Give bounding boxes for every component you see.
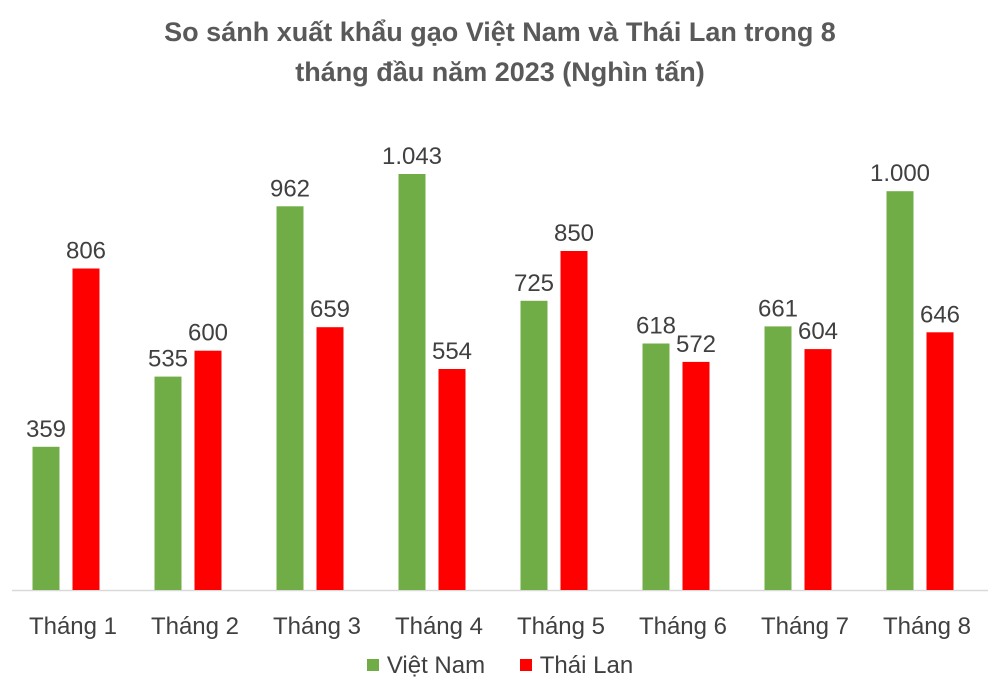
data-label-viet-nam-thang-4: 1.043: [382, 143, 442, 170]
data-label-thai-lan-thang-8: 646: [920, 301, 960, 328]
data-label-viet-nam-thang-5: 725: [514, 270, 554, 297]
legend-swatch-viet-nam: [366, 659, 379, 671]
bar-viet-nam-thang-3: [276, 206, 304, 591]
legend-swatch-thai-lan: [519, 659, 532, 671]
bar-viet-nam-thang-6: [642, 343, 670, 590]
legend: Việt Nam Thái Lan: [0, 652, 1000, 680]
bar-thai-lan-thang-8: [926, 332, 954, 590]
x-tick-label-thang-6: Tháng 6: [639, 613, 727, 640]
x-tick-label-thang-2: Tháng 2: [151, 613, 239, 640]
chart-title-line-2: tháng đầu năm 2023 (Nghìn tấn): [295, 57, 705, 87]
bar-viet-nam-thang-5: [520, 300, 548, 590]
bar-thai-lan-thang-7: [804, 349, 832, 590]
x-tick-label-thang-7: Tháng 7: [761, 613, 849, 640]
bar-viet-nam-thang-8: [886, 191, 914, 590]
legend-label-thai-lan: Thái Lan: [539, 652, 634, 679]
bar-thai-lan-thang-5: [560, 251, 588, 590]
data-label-thai-lan-thang-3: 659: [310, 296, 350, 323]
bar-thai-lan-thang-4: [438, 369, 466, 590]
bar-thai-lan-thang-2: [194, 350, 222, 590]
chart-title-line-1: So sánh xuất khẩu gạo Việt Nam và Thái L…: [164, 17, 836, 47]
bar-thai-lan-thang-1: [72, 268, 100, 590]
bar-viet-nam-thang-2: [154, 376, 182, 590]
data-label-viet-nam-thang-7: 661: [758, 295, 798, 322]
legend-item-thai-lan: Thái Lan: [519, 652, 634, 680]
data-label-viet-nam-thang-2: 535: [148, 346, 188, 373]
data-label-thai-lan-thang-1: 806: [66, 238, 106, 265]
data-label-thai-lan-thang-4: 554: [432, 338, 472, 365]
data-label-viet-nam-thang-1: 359: [26, 416, 66, 443]
data-label-thai-lan-thang-7: 604: [798, 318, 838, 345]
bar-viet-nam-thang-7: [764, 326, 792, 590]
data-label-viet-nam-thang-8: 1.000: [870, 160, 930, 187]
x-tick-label-thang-4: Tháng 4: [395, 613, 483, 640]
data-label-viet-nam-thang-3: 962: [270, 175, 310, 202]
x-tick-label-thang-3: Tháng 3: [273, 613, 361, 640]
bar-thai-lan-thang-3: [316, 327, 344, 590]
data-label-thai-lan-thang-5: 850: [554, 220, 594, 247]
x-tick-label-thang-8: Tháng 8: [883, 613, 971, 640]
bar-viet-nam-thang-4: [398, 174, 426, 590]
data-label-viet-nam-thang-6: 618: [636, 313, 676, 340]
data-label-thai-lan-thang-2: 600: [188, 320, 228, 347]
legend-label-viet-nam: Việt Nam: [386, 652, 486, 679]
legend-item-viet-nam: Việt Nam: [366, 652, 486, 680]
x-tick-label-thang-5: Tháng 5: [517, 613, 605, 640]
bar-thai-lan-thang-6: [682, 361, 710, 590]
x-tick-label-thang-1: Tháng 1: [29, 613, 117, 640]
bar-viet-nam-thang-1: [32, 446, 60, 590]
data-label-thai-lan-thang-6: 572: [676, 331, 716, 358]
